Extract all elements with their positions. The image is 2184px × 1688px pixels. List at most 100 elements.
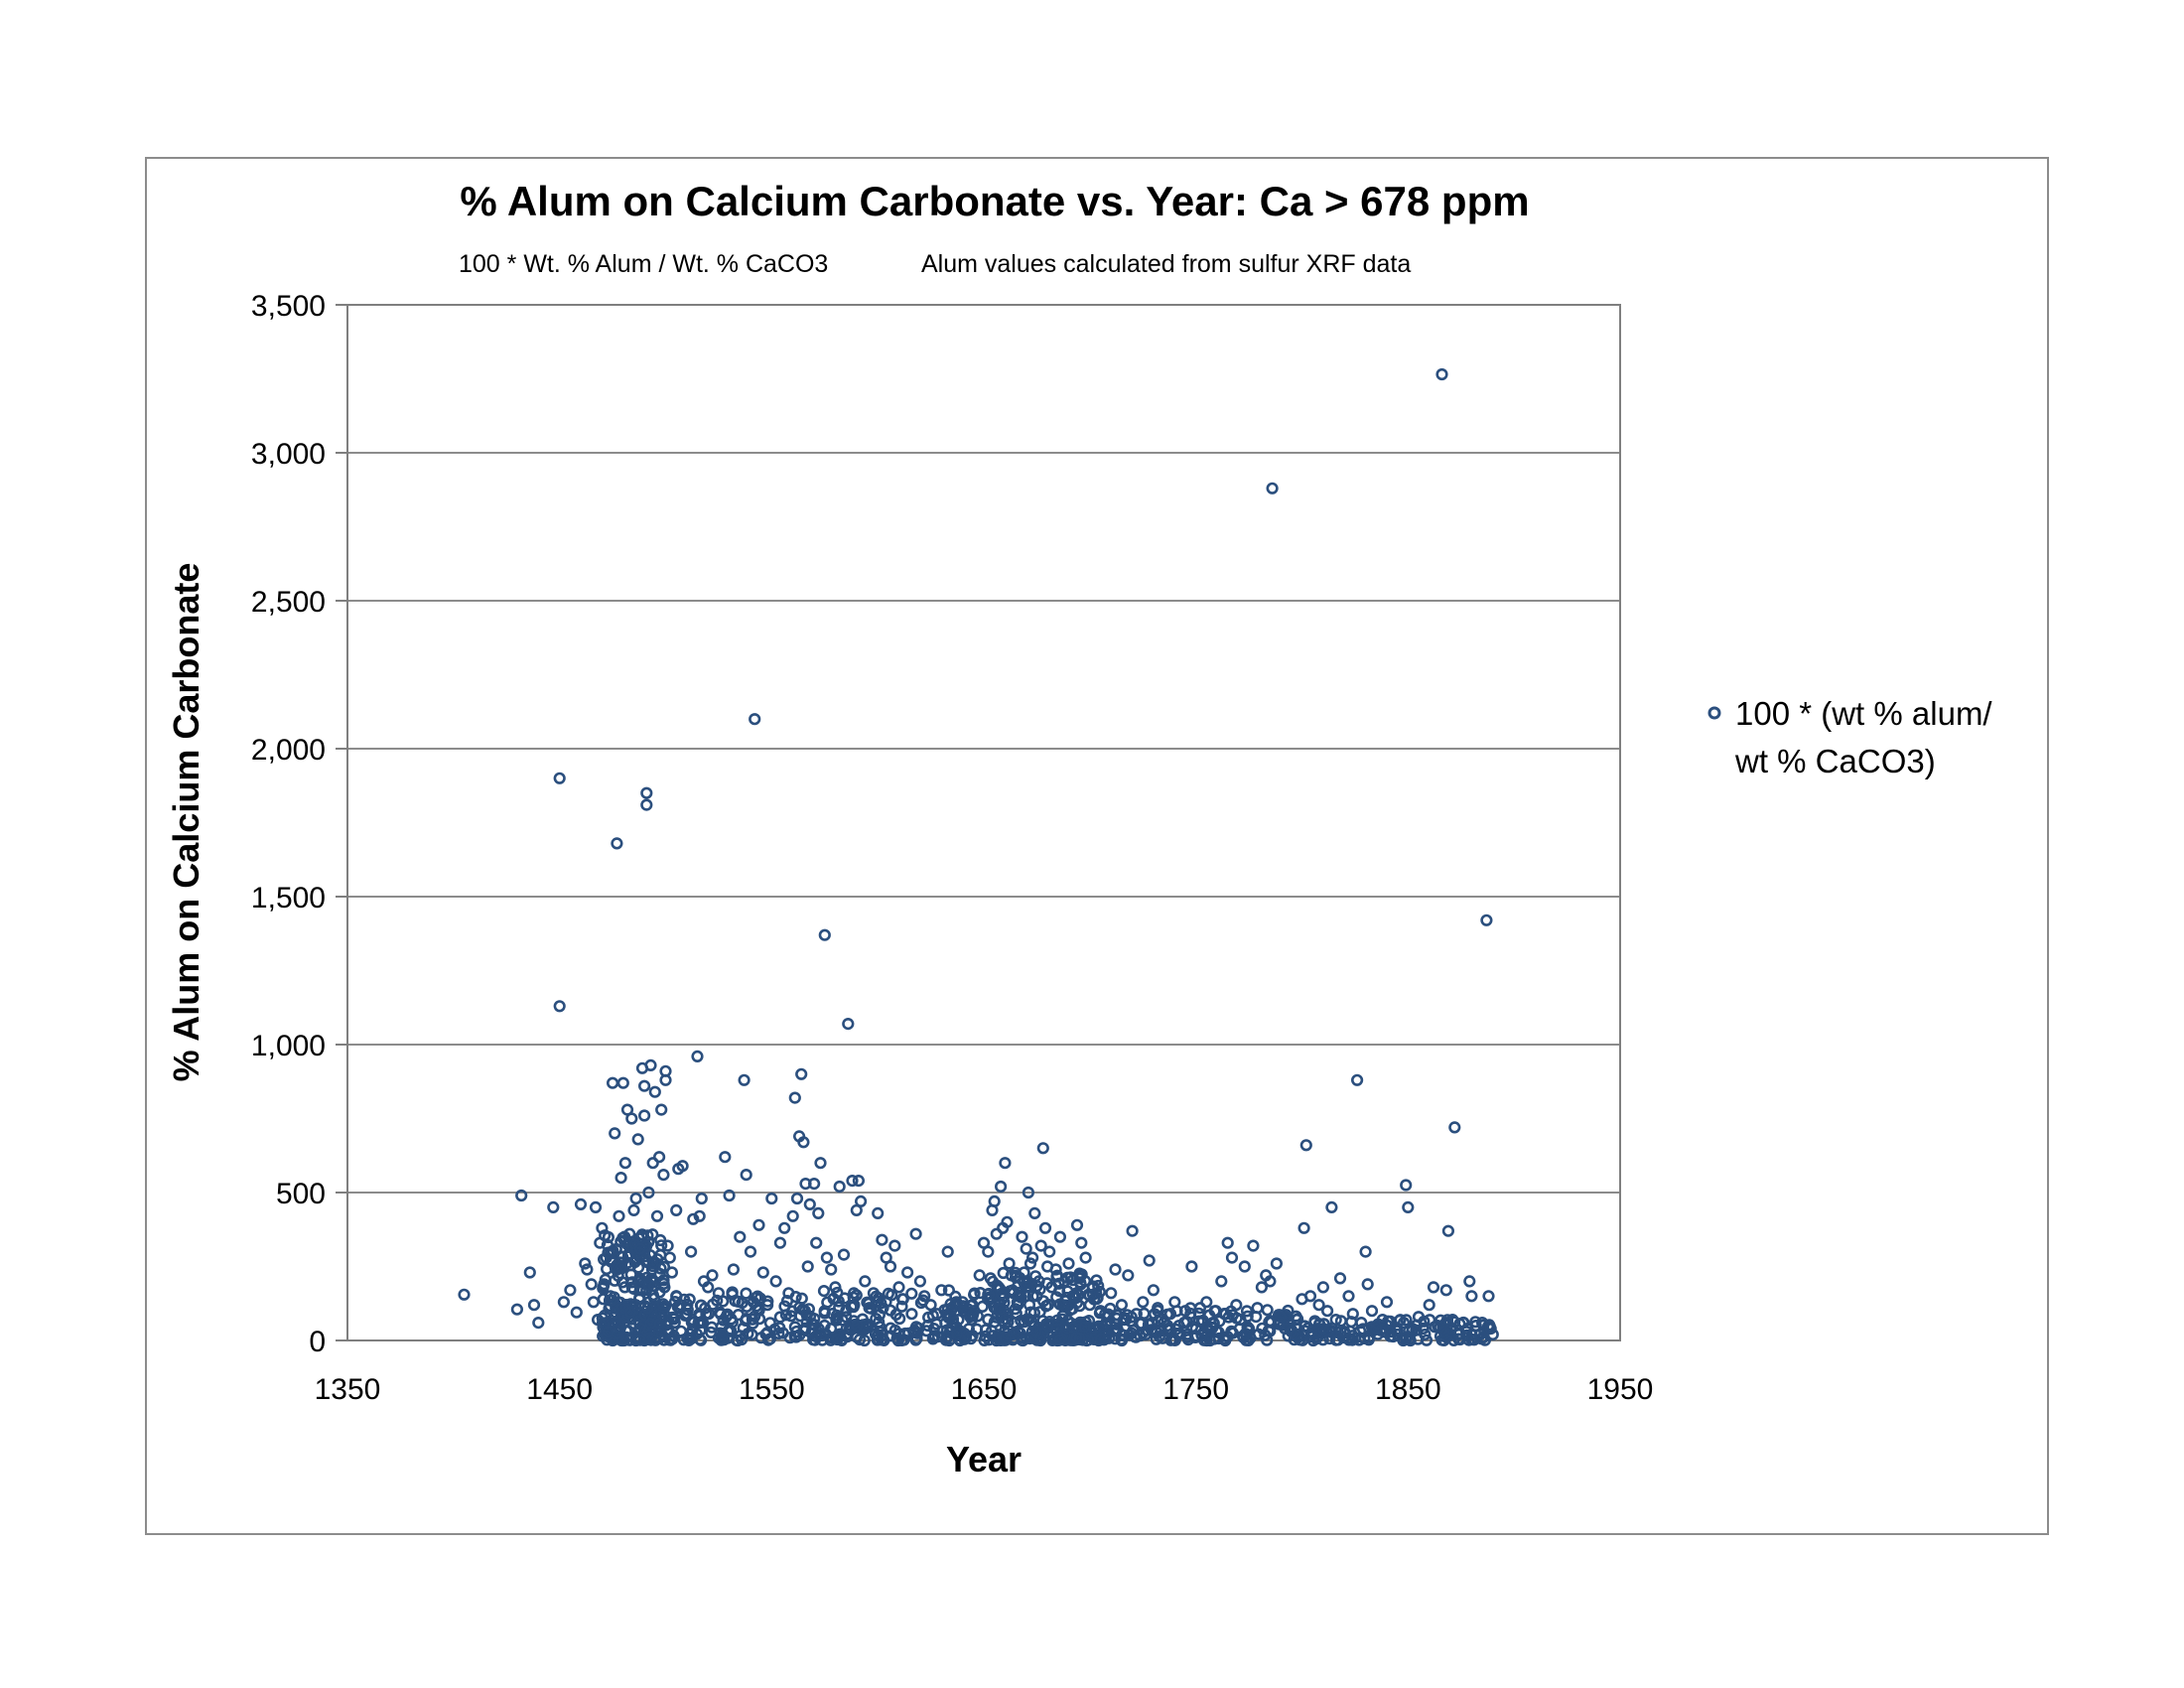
- y-axis-title: % Alum on Calcium Carbonate: [166, 563, 206, 1082]
- data-point: [1079, 1251, 1092, 1264]
- data-point: [950, 1327, 964, 1340]
- data-point: [1053, 1230, 1066, 1243]
- data-point: [1255, 1281, 1268, 1294]
- data-point: [596, 1221, 609, 1234]
- data-point: [1053, 1334, 1066, 1346]
- data-point: [685, 1316, 698, 1329]
- data-point: [1092, 1279, 1105, 1293]
- data-point: [1303, 1290, 1317, 1303]
- data-point: [1024, 1257, 1037, 1270]
- data-point: [867, 1287, 881, 1300]
- data-point: [1094, 1333, 1107, 1345]
- data-point: [1025, 1251, 1039, 1264]
- data-point: [898, 1327, 912, 1340]
- data-point: [648, 1085, 661, 1098]
- data-point: [978, 1334, 991, 1346]
- data-point: [801, 1260, 814, 1273]
- data-point: [807, 1177, 821, 1191]
- data-point: [1336, 1331, 1350, 1344]
- data-point: [705, 1326, 718, 1338]
- x-axis-ticks: 1350 1450 1550 1650 1750 1850 1950: [315, 1373, 1654, 1406]
- data-point: [1289, 1328, 1302, 1341]
- chart-frame: [145, 157, 2049, 1535]
- data-point: [642, 1186, 655, 1199]
- data-point: [1334, 1315, 1347, 1328]
- data-point: [610, 1242, 622, 1256]
- data-point: [1108, 1325, 1121, 1337]
- data-point: [614, 1171, 627, 1185]
- data-point: [854, 1195, 868, 1207]
- data-point: [1012, 1299, 1024, 1312]
- data-point: [1030, 1290, 1043, 1303]
- data-point: [829, 1281, 842, 1294]
- data-point: [1437, 1325, 1450, 1338]
- data-point: [832, 1295, 845, 1308]
- data-point: [684, 1333, 698, 1345]
- data-point: [812, 1206, 825, 1219]
- data-point: [761, 1334, 775, 1346]
- data-point: [1325, 1200, 1338, 1213]
- data-point: [622, 1247, 635, 1261]
- data-point: [833, 1180, 846, 1194]
- data-point: [1420, 1334, 1433, 1346]
- data-point: [458, 1288, 471, 1301]
- chart-title: % Alum on Calcium Carbonate vs. Year: Ca…: [460, 178, 1529, 224]
- data-point: [886, 1289, 898, 1302]
- data-point: [738, 1073, 751, 1086]
- y-tick-label: 500: [276, 1178, 326, 1210]
- data-point: [1053, 1298, 1066, 1311]
- data-point: [820, 1251, 834, 1264]
- data-point: [939, 1317, 952, 1330]
- data-point: [835, 1333, 848, 1346]
- data-point: [1001, 1215, 1014, 1228]
- legend: 100 * (wt % alum/ wt % CaCO3): [1707, 695, 1992, 779]
- data-point: [1027, 1332, 1041, 1345]
- data-point: [527, 1299, 541, 1312]
- data-point: [752, 1304, 765, 1317]
- data-point: [1385, 1325, 1398, 1338]
- data-point: [1391, 1328, 1404, 1341]
- data-point: [1380, 1296, 1394, 1309]
- data-point: [817, 1284, 831, 1298]
- data-point: [793, 1301, 806, 1314]
- data-point: [616, 1076, 629, 1089]
- data-point: [1419, 1328, 1432, 1341]
- data-point: [872, 1206, 885, 1219]
- data-point: [920, 1325, 933, 1337]
- data-point: [652, 1151, 666, 1164]
- data-point: [532, 1316, 545, 1330]
- data-point: [889, 1308, 902, 1321]
- data-point: [1226, 1327, 1239, 1339]
- data-point: [1435, 367, 1448, 381]
- data-point: [966, 1329, 979, 1342]
- data-point: [1016, 1230, 1028, 1243]
- data-point: [1453, 1333, 1466, 1346]
- data-point: [782, 1287, 795, 1300]
- data-point: [1365, 1305, 1379, 1318]
- data-point: [1221, 1236, 1234, 1249]
- chart-subtitle-right: Alum values calculated from sulfur XRF d…: [921, 250, 1411, 278]
- data-point: [654, 1233, 667, 1247]
- data-point: [995, 1288, 1008, 1301]
- data-point: [1118, 1312, 1132, 1325]
- data-point: [1329, 1313, 1342, 1327]
- data-point: [1153, 1330, 1165, 1343]
- data-point: [1014, 1286, 1027, 1299]
- data-point: [646, 1157, 659, 1170]
- data-point: [1168, 1296, 1181, 1309]
- data-point: [1070, 1218, 1084, 1231]
- data-point: [967, 1308, 980, 1321]
- data-point: [715, 1321, 728, 1334]
- data-point: [633, 1242, 647, 1255]
- data-point: [1238, 1260, 1251, 1273]
- data-point: [1021, 1313, 1033, 1326]
- data-point: [609, 1127, 621, 1140]
- data-point: [1376, 1313, 1389, 1327]
- data-point: [637, 1109, 651, 1122]
- data-point: [752, 1218, 765, 1231]
- data-point: [1185, 1260, 1198, 1273]
- data-point: [784, 1310, 797, 1323]
- data-point: [1023, 1280, 1035, 1293]
- data-point: [1109, 1263, 1122, 1276]
- x-tick-label: 1950: [1587, 1373, 1654, 1406]
